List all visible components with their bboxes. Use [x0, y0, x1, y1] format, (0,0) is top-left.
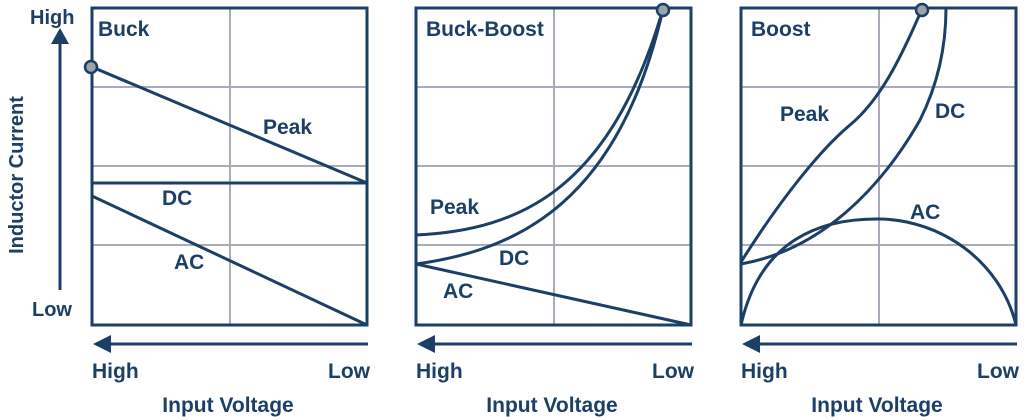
x-axis: High Low Input Voltage: [416, 335, 695, 417]
panel-frame: [414, 6, 693, 327]
ac-curve: [739, 217, 1018, 326]
grid: [741, 8, 1016, 325]
peak-label: Peak: [780, 103, 829, 126]
curves: [739, 7, 1018, 326]
y-axis-title: Inductor Current: [6, 96, 28, 254]
x-axis-arrow-head: [417, 335, 435, 353]
dc-label: DC: [162, 187, 192, 210]
x-axis-arrow-head: [93, 335, 111, 353]
panel-buck-boost: Buck-Boost Peak DC AC High Low Input Vol…: [414, 2, 695, 417]
y-axis-low-label: Low: [32, 299, 72, 321]
x-axis: High Low Input Voltage: [741, 335, 1020, 417]
dc-curve: [740, 7, 948, 266]
peak-label: Peak: [430, 196, 479, 219]
x-axis-title: Input Voltage: [486, 394, 617, 417]
dc-curve: [415, 8, 665, 266]
panel-frame: [90, 6, 369, 327]
peak-curve: [415, 8, 665, 237]
peak-label: Peak: [263, 116, 312, 139]
x-axis-title: Input Voltage: [811, 394, 942, 417]
dc-label: DC: [499, 247, 529, 270]
x-axis-low-label: Low: [977, 360, 1020, 383]
peak-marker: [655, 2, 671, 18]
ac-label: AC: [174, 251, 204, 274]
panel-title: Buck: [98, 18, 150, 41]
panel-title: Boost: [751, 18, 811, 41]
ac-curve: [91, 194, 368, 327]
peak-marker: [914, 2, 930, 18]
panel-buck: Buck Peak DC AC High Low Input Voltage: [83, 6, 371, 417]
panel-frame: [739, 6, 1018, 327]
x-axis-high-label: High: [741, 360, 788, 383]
peak-curve: [91, 65, 368, 185]
x-axis-high-label: High: [416, 360, 463, 383]
ac-label: AC: [910, 201, 940, 224]
curves: [415, 8, 692, 327]
x-axis-title: Input Voltage: [162, 394, 293, 417]
x-axis-low-label: Low: [328, 360, 371, 383]
x-axis-high-label: High: [92, 360, 139, 383]
peak-marker: [83, 59, 99, 75]
grid: [416, 8, 691, 325]
panel-boost: Boost Peak DC AC High Low Input Voltage: [739, 2, 1020, 417]
y-axis-high-label: High: [30, 7, 74, 29]
panel-title: Buck-Boost: [426, 18, 544, 41]
peak-curve: [739, 8, 924, 263]
x-axis: High Low Input Voltage: [92, 335, 371, 417]
curves: [91, 65, 368, 327]
y-axis-arrow-head: [51, 28, 69, 44]
ac-curve: [415, 262, 692, 327]
x-axis-arrow-head: [742, 335, 760, 353]
x-axis-low-label: Low: [652, 360, 695, 383]
y-axis: High Inductor Current Low: [6, 7, 74, 321]
dc-label: DC: [935, 100, 965, 123]
ac-label: AC: [443, 280, 473, 303]
